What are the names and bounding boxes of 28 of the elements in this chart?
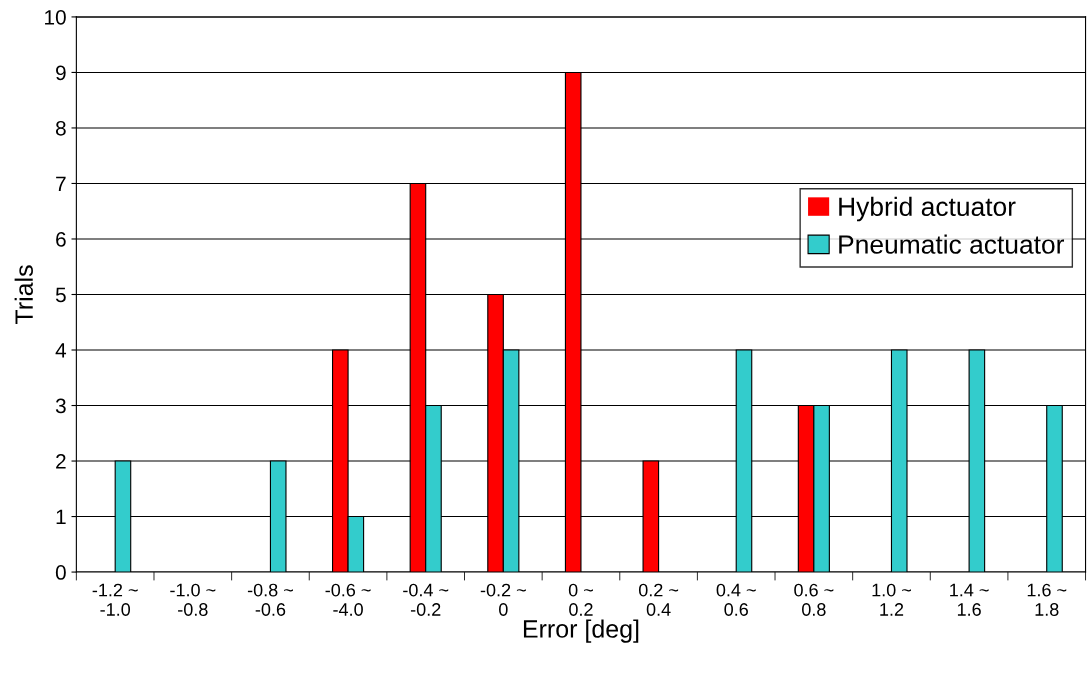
y-tick-label: 0 <box>55 565 66 580</box>
x-tick-label: 1.6 ~ 1.8 <box>1027 583 1067 616</box>
legend-label: Hybrid actuator <box>839 196 1016 222</box>
y-tick-label: 4 <box>55 343 67 358</box>
x-tick-label: -0.6 ~ -4.0 <box>325 583 371 616</box>
x-axis-title: Error [deg] <box>523 619 639 643</box>
x-tick-label: -0.4 ~ -0.2 <box>403 583 449 616</box>
legend-label: Pneumatic actuator <box>839 234 1065 254</box>
x-tick-label: -1.0 ~ -0.8 <box>170 583 216 616</box>
y-tick-label: 8 <box>55 120 66 136</box>
x-tick-label: -0.2 ~ 0 <box>480 583 526 616</box>
x-tick-label: 1.4 ~ 1.6 <box>950 583 989 616</box>
y-tick-label: 5 <box>55 287 66 303</box>
x-tick-label: 1.0 ~ 1.2 <box>872 583 911 616</box>
y-tick-label: 9 <box>56 65 66 81</box>
x-tick-label: 0.4 ~ 0.6 <box>716 583 756 616</box>
y-tick-label: 2 <box>56 454 66 469</box>
x-tick-label: 0 ~ 0.2 <box>568 583 593 616</box>
y-tick-label: 6 <box>56 231 66 247</box>
y-tick-label: 3 <box>55 398 66 414</box>
x-tick-label: 0.6 ~ 0.8 <box>794 583 834 616</box>
y-tick-label: 1 <box>56 509 66 525</box>
y-axis-title: Trials <box>14 265 33 325</box>
x-tick-label: 0.2 ~ 0.4 <box>638 583 679 616</box>
x-tick-label: -1.2 ~ -1.0 <box>92 583 138 616</box>
y-tick-label: 7 <box>56 176 66 192</box>
y-tick-label: 10 <box>45 9 66 25</box>
x-tick-label: -0.8 ~ -0.6 <box>247 583 293 616</box>
